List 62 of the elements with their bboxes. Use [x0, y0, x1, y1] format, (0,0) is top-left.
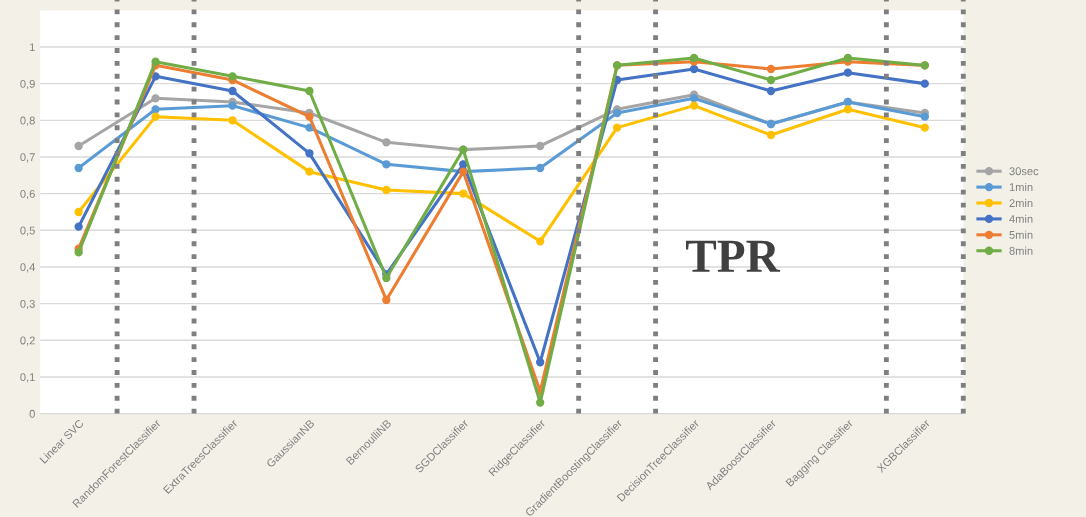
- point: [74, 248, 83, 257]
- point: [74, 163, 83, 173]
- point: [151, 57, 160, 66]
- y-tick-label: 0,2: [20, 336, 35, 346]
- point: [766, 130, 776, 140]
- point: [843, 105, 853, 114]
- point: [689, 64, 699, 74]
- point: [228, 101, 237, 110]
- point: [228, 116, 237, 125]
- annotation: TPR: [686, 240, 781, 272]
- y-tick-label: 0,1: [20, 373, 35, 383]
- point: [382, 160, 391, 169]
- point: [766, 75, 776, 85]
- y-tick-label: 0,8: [20, 116, 35, 126]
- point: [920, 123, 929, 132]
- point: [689, 94, 699, 103]
- point: [305, 112, 314, 121]
- point: [843, 53, 853, 63]
- legend-label: 8min: [1009, 246, 1033, 255]
- point: [920, 112, 929, 121]
- point: [228, 72, 237, 81]
- point: [151, 105, 160, 114]
- point: [305, 149, 314, 158]
- y-tick-label: 0,6: [20, 189, 35, 200]
- point: [612, 123, 622, 132]
- point: [382, 273, 391, 283]
- legend-label: 1min: [1009, 182, 1033, 191]
- point: [151, 112, 160, 121]
- point: [689, 101, 699, 110]
- point: [382, 295, 391, 305]
- point: [382, 138, 391, 147]
- point: [74, 207, 83, 217]
- point: [536, 358, 545, 367]
- y-tick-label: 0,4: [20, 263, 35, 273]
- point: [536, 141, 545, 151]
- legend-label: 2min: [1009, 198, 1033, 207]
- legend-label: 30sec: [1009, 167, 1039, 176]
- point: [305, 86, 314, 96]
- point: [766, 86, 776, 96]
- point: [766, 64, 776, 74]
- y-tick-label: 0,9: [20, 79, 35, 90]
- point: [920, 79, 929, 88]
- point: [382, 185, 391, 195]
- y-tick-label: 0: [29, 409, 35, 418]
- point: [459, 189, 468, 198]
- point: [536, 398, 545, 407]
- y-tick-label: 0,5: [20, 226, 35, 236]
- point: [305, 167, 314, 176]
- point: [612, 108, 622, 118]
- point: [843, 68, 853, 77]
- y-tick-label: 0,7: [20, 153, 35, 163]
- point: [74, 141, 83, 151]
- point: [689, 53, 699, 63]
- point: [74, 222, 83, 231]
- point: [536, 163, 545, 173]
- legend-label: 5min: [1009, 230, 1033, 239]
- legend-label: 4min: [1009, 214, 1033, 223]
- point: [151, 94, 160, 103]
- point: [228, 86, 237, 96]
- y-tick-label: 0,3: [20, 299, 35, 310]
- point: [536, 237, 545, 246]
- y-tick-label: 1: [29, 43, 35, 52]
